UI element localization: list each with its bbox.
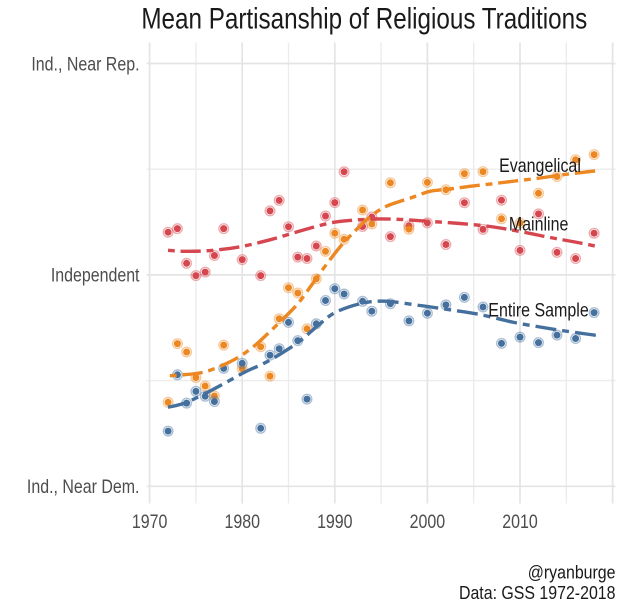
svg-text:1990: 1990 [317, 510, 353, 532]
svg-text:Ind., Near Rep.: Ind., Near Rep. [31, 53, 139, 75]
svg-text:1970: 1970 [132, 510, 168, 532]
svg-text:Entire Sample: Entire Sample [488, 299, 588, 321]
svg-text:Mainline: Mainline [509, 213, 569, 235]
svg-text:Independent: Independent [51, 264, 140, 286]
svg-text:Evangelical: Evangelical [499, 155, 581, 177]
svg-text:2000: 2000 [410, 510, 446, 532]
svg-text:2010: 2010 [502, 510, 538, 532]
svg-text:1980: 1980 [224, 510, 260, 532]
svg-text:Mean Partisanship of Religious: Mean Partisanship of Religious Tradition… [141, 1, 587, 35]
svg-text:Data: GSS 1972-2018: Data: GSS 1972-2018 [459, 582, 616, 603]
svg-text:Ind., Near Dem.: Ind., Near Dem. [27, 476, 140, 498]
svg-text:@ryanburge: @ryanburge [528, 561, 616, 582]
